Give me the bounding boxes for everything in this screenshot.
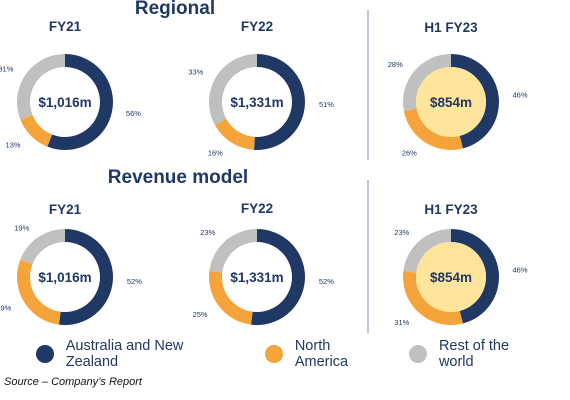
chart-regional-fy22-slice-rest-of-the-world [209, 54, 257, 126]
chart-revenue-model-h1-fy23-label-north-america: 31% [394, 318, 409, 327]
legend-swatch-rest-of-world [409, 345, 427, 363]
chart-revenue-model-fy21-title: FY21 [49, 202, 82, 217]
legend-swatch-anz [36, 345, 54, 363]
chart-regional-h1-fy23-center-value: $854m [430, 95, 472, 110]
chart-regional-fy21-center-value: $1,016m [38, 95, 91, 110]
chart-regional-fy21-label-north-america: 13% [6, 140, 21, 149]
chart-revenue-model-fy22-slice-rest-of-the-world [209, 229, 257, 273]
chart-regional-h1-fy23: H1 FY23 46% 26% 28% $854m [388, 20, 528, 158]
chart-revenue-model-fy21-center-value: $1,016m [38, 270, 91, 285]
chart-regional-h1-fy23-slice-rest-of-the-world [403, 54, 451, 111]
chart-revenue-model-fy22-label-australia-and-new-zealand: 52% [319, 277, 334, 286]
chart-regional-fy21: FY21 56% 13% 31% $1,016m [0, 19, 141, 150]
chart-revenue-model-h1-fy23-label-rest-of-the-world: 23% [394, 228, 409, 237]
chart-revenue-model-fy21-label-australia-and-new-zealand: 52% [127, 277, 142, 286]
chart-revenue-model-fy21-label-rest-of-the-world: 19% [14, 223, 29, 232]
chart-regional-fy21-slice-north-america [20, 114, 53, 147]
legend-item-anz: Australia and New Zealand [36, 338, 237, 370]
source-note: Source – Company’s Report [4, 376, 142, 388]
legend-label-anz: Australia and New Zealand [65, 338, 184, 370]
chart-regional-fy22: FY22 51% 16% 33% $1,331m [188, 19, 334, 158]
chart-regional-fy21-label-australia-and-new-zealand: 56% [126, 109, 141, 118]
chart-revenue-model-h1-fy23: H1 FY23 46% 31% 23% $854m [394, 202, 528, 327]
chart-revenue-model-fy22-slice-australia-and-new-zealand [250, 229, 306, 325]
chart-regional-h1-fy23-slice-north-america [403, 108, 463, 150]
section-title-revenue-model: Revenue model [108, 167, 248, 188]
chart-revenue-model-fy21-label-north-america: 29% [0, 304, 12, 313]
chart-regional-fy22-label-north-america: 16% [208, 149, 223, 158]
chart-revenue-model-fy22-slice-north-america [209, 270, 253, 325]
legend-item-rest-of-world: Rest of the world [409, 338, 546, 370]
chart-regional-fy22-title: FY22 [241, 19, 273, 34]
chart-revenue-model-h1-fy23-slice-australia-and-new-zealand [451, 229, 500, 324]
chart-revenue-model-h1-fy23-slice-north-america [403, 270, 463, 326]
chart-revenue-model-fy22-center-value: $1,331m [230, 270, 283, 285]
chart-revenue-model-fy22-label-north-america: 25% [193, 310, 208, 319]
section-title-regional: Regional [135, 0, 215, 19]
chart-regional-h1-fy23-label-rest-of-the-world: 28% [388, 60, 403, 69]
legend: Australia and New Zealand North America … [36, 338, 570, 370]
legend-label-rest-of-world: Rest of the world [438, 338, 510, 370]
chart-revenue-model-h1-fy23-slice-rest-of-the-world [403, 229, 451, 273]
chart-regional-fy21-title: FY21 [49, 19, 82, 34]
chart-revenue-model-h1-fy23-center-fill [416, 242, 486, 312]
chart-regional-h1-fy23-center-fill [416, 67, 486, 137]
legend-item-north-america: North America [265, 338, 385, 370]
legend-swatch-north-america [265, 345, 283, 363]
chart-revenue-model-h1-fy23-label-australia-and-new-zealand: 46% [513, 265, 528, 274]
chart-regional-fy22-label-australia-and-new-zealand: 51% [319, 100, 334, 109]
chart-revenue-model-fy22-title: FY22 [241, 201, 273, 216]
chart-revenue-model-fy21-slice-rest-of-the-world [20, 229, 66, 265]
chart-revenue-model-fy22: FY22 52% 25% 23% $1,331m [193, 201, 334, 325]
chart-regional-fy21-slice-australia-and-new-zealand [47, 54, 114, 150]
chart-revenue-model-h1-fy23-title: H1 FY23 [424, 202, 478, 217]
chart-regional-fy21-slice-rest-of-the-world [17, 54, 65, 120]
chart-revenue-model-fy21-slice-australia-and-new-zealand [58, 229, 114, 325]
chart-revenue-model-h1-fy23-center-value: $854m [430, 270, 472, 285]
chart-revenue-model-fy21: FY21 52% 29% 19% $1,016m [0, 202, 142, 325]
chart-revenue-model-fy21-slice-north-america [17, 259, 61, 325]
chart-regional-h1-fy23-label-australia-and-new-zealand: 46% [513, 90, 528, 99]
chart-revenue-model-fy22-label-rest-of-the-world: 23% [200, 228, 215, 237]
chart-regional-fy22-slice-north-america [214, 118, 255, 150]
chart-regional-fy22-label-rest-of-the-world: 33% [188, 67, 203, 76]
chart-regional-h1-fy23-label-north-america: 26% [402, 149, 417, 158]
chart-regional-h1-fy23-slice-australia-and-new-zealand [451, 54, 500, 149]
chart-regional-fy21-label-rest-of-the-world: 31% [0, 64, 14, 73]
chart-regional-fy22-slice-australia-and-new-zealand [253, 54, 305, 150]
chart-regional-fy22-center-value: $1,331m [230, 95, 283, 110]
chart-regional-h1-fy23-title: H1 FY23 [424, 20, 478, 35]
legend-label-north-america: North America [294, 338, 349, 370]
